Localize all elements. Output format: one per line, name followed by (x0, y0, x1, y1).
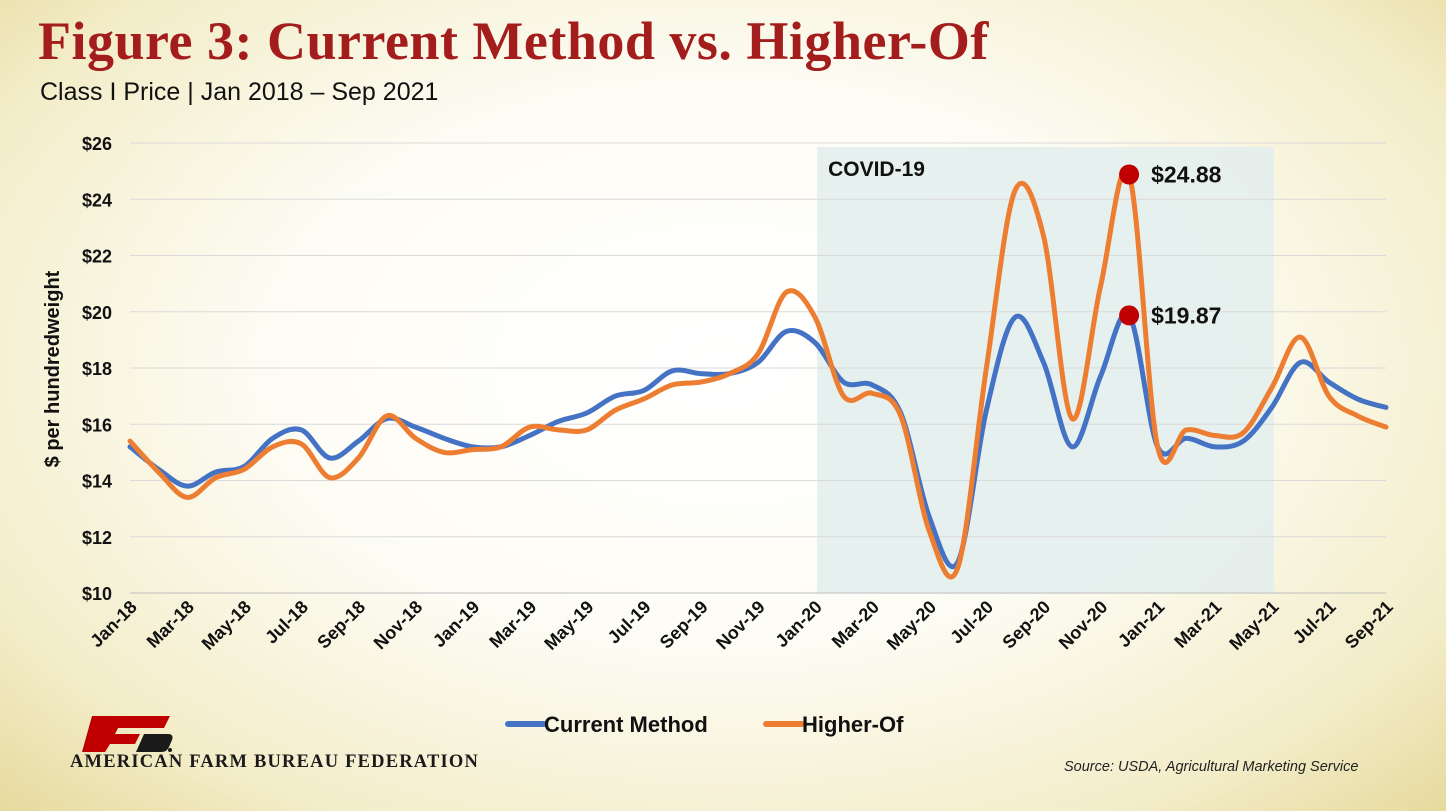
annotations-layer: $24.88 $19.87 (1119, 162, 1222, 328)
x-tick-label: Jul-21 (1289, 597, 1340, 648)
x-tick-label: Mar-18 (143, 597, 198, 652)
x-tick-label: Jan-19 (429, 597, 483, 651)
series-layer (127, 167, 1389, 580)
x-tick-label: Sep-20 (998, 597, 1054, 653)
x-tick-label: Jul-18 (261, 597, 312, 648)
x-tick-label: Sep-21 (1341, 597, 1397, 653)
series-line-current-method (127, 311, 1389, 570)
x-tick-label: Mar-19 (485, 597, 540, 652)
x-tick-label: Jul-19 (604, 597, 655, 648)
x-tick-label: Mar-20 (828, 597, 883, 652)
x-tick-label: May-21 (1225, 597, 1282, 654)
chart-title: Figure 3: Current Method vs. Higher-Of (38, 11, 989, 71)
y-tick-label: $10 (82, 584, 112, 604)
x-tick-label: Jan-21 (1114, 597, 1168, 651)
x-tick-label: Jan-18 (86, 597, 140, 651)
fb-logo-icon (82, 716, 173, 752)
highlight-point (1119, 164, 1140, 185)
highlight-label: $24.88 (1151, 162, 1222, 188)
y-tick-label: $18 (82, 359, 112, 379)
x-axis-ticks: Jan-18 Mar-18 May-18 Jul-18 Sep-18 Nov-18 Jan-… (86, 597, 1396, 654)
x-tick-label: May-19 (540, 597, 597, 654)
legend-label: Higher-Of (802, 712, 904, 737)
grid-layer (130, 142, 1386, 594)
y-axis-ticks: $10 $12 $14 $16 $18 $20 $22 $24 $26 (82, 134, 112, 604)
y-tick-label: $22 (82, 247, 112, 267)
y-tick-label: $26 (82, 134, 112, 154)
x-tick-label: Nov-19 (712, 597, 769, 654)
y-tick-label: $20 (82, 303, 112, 323)
y-tick-label: $16 (82, 415, 112, 435)
organization-name: AMERICAN FARM BUREAU FEDERATION (70, 752, 480, 772)
x-tick-label: Nov-18 (370, 597, 427, 654)
y-axis-label: $ per hundredweight (42, 270, 64, 467)
x-tick-label: Jul-20 (946, 597, 997, 648)
x-tick-label: May-20 (883, 597, 940, 654)
x-tick-label: Sep-18 (313, 597, 369, 653)
source-note: Source: USDA, Agricultural Marketing Ser… (1064, 759, 1359, 775)
y-tick-label: $14 (82, 472, 112, 492)
legend: Current Method Higher-Of (505, 712, 904, 737)
highlight-point (1119, 305, 1140, 326)
y-tick-label: $24 (82, 190, 112, 210)
x-tick-label: Sep-19 (656, 597, 712, 653)
chart-subtitle: Class I Price | Jan 2018 – Sep 2021 (40, 78, 439, 106)
covid-region-label: COVID-19 (828, 158, 925, 181)
x-tick-label: Mar-21 (1170, 597, 1225, 652)
x-tick-label: May-18 (198, 597, 255, 654)
series-line-higher-of (127, 167, 1389, 580)
legend-label: Current Method (544, 712, 708, 737)
y-tick-label: $12 (82, 528, 112, 548)
x-tick-label: Nov-20 (1055, 597, 1112, 654)
highlight-label: $19.87 (1151, 302, 1221, 328)
x-tick-label: Jan-20 (771, 597, 825, 651)
